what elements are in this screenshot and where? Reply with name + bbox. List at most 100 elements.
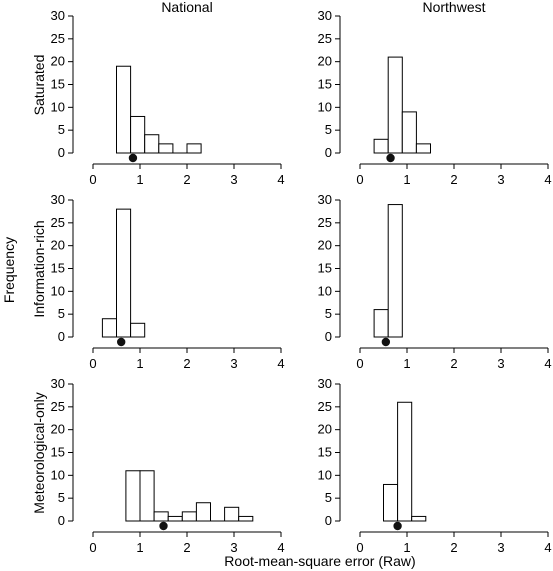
histogram-bar [238, 515, 254, 522]
histogram-bar [401, 111, 417, 154]
panel-saturated-northwest: 0 5 10 15 20 25 30 0 1 2 3 4 [318, 8, 552, 187]
x-tick-label: 4 [544, 356, 551, 371]
x-tick-label: 3 [497, 356, 504, 371]
histogram-bar [411, 515, 427, 522]
y-tick-label: 10 [51, 283, 65, 298]
mean-marker [393, 521, 402, 531]
y-axis: 0 5 10 15 20 25 30 [51, 192, 74, 344]
x-tick-label: 2 [183, 172, 190, 187]
mean-marker [386, 153, 395, 163]
x-tick-label: 1 [403, 540, 410, 555]
histogram-bars [373, 204, 403, 338]
histogram-bar [144, 134, 160, 154]
y-axis: 0 5 10 15 20 25 30 [318, 192, 341, 344]
histogram-bars [373, 56, 431, 154]
histogram-bar [181, 511, 197, 522]
y-tick-label: 20 [318, 238, 332, 253]
histogram-bar [373, 138, 389, 154]
panel-saturated-national: 0 5 10 15 20 25 30 0 1 2 3 4 [51, 8, 285, 187]
histogram-bar [167, 515, 183, 522]
x-tick-label: 4 [277, 356, 284, 371]
mean-marker [128, 153, 138, 163]
histogram-bar [130, 115, 146, 154]
y-tick-label: 10 [318, 283, 332, 298]
x-tick-label: 2 [450, 172, 457, 187]
x-tick-label: 3 [230, 356, 237, 371]
y-tick-label: 20 [51, 238, 65, 253]
x-tick-label: 1 [136, 172, 143, 187]
y-tick-label: 15 [51, 77, 65, 92]
x-tick-label: 0 [89, 356, 96, 371]
histogram-bar [116, 208, 132, 338]
column-titles: National Northwest [161, 0, 485, 15]
x-tick-label: 0 [89, 540, 96, 555]
y-axis: 0 5 10 15 20 25 30 [318, 8, 341, 160]
row-labels: Saturated Information-rich Meteorologica… [31, 55, 47, 514]
row-label-meteorological-only: Meteorological-only [31, 392, 47, 513]
x-axis: 0 1 2 3 4 [356, 163, 552, 187]
x-tick-label: 4 [277, 172, 284, 187]
histogram-bar [397, 401, 413, 522]
histogram-bar [158, 143, 174, 154]
x-tick-label: 2 [450, 356, 457, 371]
y-tick-label: 25 [51, 215, 65, 230]
x-tick-label: 1 [403, 172, 410, 187]
y-tick-label: 0 [58, 329, 65, 344]
x-tick-label: 2 [183, 356, 190, 371]
y-tick-label: 30 [318, 8, 332, 23]
mean-marker [381, 337, 391, 347]
y-tick-label: 10 [318, 99, 332, 114]
y-tick-label: 20 [51, 54, 65, 69]
x-tick-label: 4 [277, 540, 284, 555]
y-tick-label: 25 [318, 215, 332, 230]
y-axis-title: Frequency [1, 237, 17, 303]
x-tick-label: 0 [356, 540, 363, 555]
x-axis: 0 1 2 3 4 [89, 531, 285, 555]
y-axis: 0 5 10 15 20 25 30 [318, 376, 341, 528]
y-tick-label: 5 [325, 490, 332, 505]
x-axis: 0 1 2 3 4 [89, 163, 285, 187]
histogram-bar [415, 143, 431, 154]
y-tick-label: 25 [51, 399, 65, 414]
panel-meteorological-only-national: 0 5 10 15 20 25 30 0 1 2 3 4 [51, 376, 285, 555]
histogram-bar [101, 318, 118, 338]
y-tick-label: 30 [51, 192, 65, 207]
x-tick-label: 2 [183, 540, 190, 555]
y-tick-label: 0 [58, 145, 65, 160]
y-tick-label: 25 [318, 31, 332, 46]
y-tick-label: 30 [318, 192, 332, 207]
y-tick-label: 5 [58, 490, 65, 505]
y-tick-label: 10 [51, 467, 65, 482]
y-tick-label: 15 [51, 445, 65, 460]
x-axis-title: Root-mean-square error (Raw) [224, 553, 415, 569]
y-tick-label: 5 [325, 306, 332, 321]
panel-information-rich-northwest: 0 5 10 15 20 25 30 0 1 2 3 4 [318, 192, 552, 371]
mean-marker [159, 521, 168, 531]
y-tick-label: 0 [325, 329, 332, 344]
y-tick-label: 0 [325, 513, 332, 528]
y-tick-label: 15 [318, 77, 332, 92]
x-tick-label: 1 [136, 540, 143, 555]
histogram-bar [153, 511, 169, 522]
y-axis: 0 5 10 15 20 25 30 [51, 8, 74, 160]
column-title-national: National [161, 0, 212, 15]
y-tick-label: 15 [51, 261, 65, 276]
mean-marker [117, 337, 126, 347]
histogram-bar [130, 322, 146, 338]
histogram-bar [116, 65, 132, 154]
y-tick-label: 5 [58, 306, 65, 321]
x-tick-label: 2 [450, 540, 457, 555]
x-tick-label: 3 [497, 540, 504, 555]
row-label-saturated: Saturated [31, 55, 47, 116]
y-tick-label: 30 [51, 8, 65, 23]
histogram-bar [383, 483, 399, 522]
x-axis: 0 1 2 3 4 [89, 347, 285, 371]
y-axis: 0 5 10 15 20 25 30 [51, 376, 74, 528]
x-axis: 0 1 2 3 4 [356, 531, 552, 555]
x-tick-label: 3 [230, 540, 237, 555]
histogram-bar [125, 470, 141, 522]
x-tick-label: 1 [136, 356, 143, 371]
y-tick-label: 25 [318, 399, 332, 414]
y-tick-label: 10 [51, 99, 65, 114]
histogram-bar [186, 143, 202, 154]
